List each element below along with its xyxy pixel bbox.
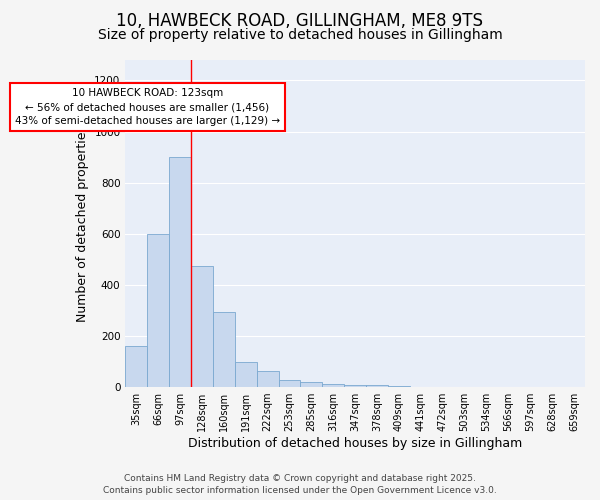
Text: 10 HAWBECK ROAD: 123sqm
← 56% of detached houses are smaller (1,456)
43% of semi: 10 HAWBECK ROAD: 123sqm ← 56% of detache… <box>15 88 280 126</box>
Text: Contains HM Land Registry data © Crown copyright and database right 2025.
Contai: Contains HM Land Registry data © Crown c… <box>103 474 497 495</box>
Y-axis label: Number of detached properties: Number of detached properties <box>76 125 89 322</box>
Text: Size of property relative to detached houses in Gillingham: Size of property relative to detached ho… <box>98 28 502 42</box>
Text: 10, HAWBECK ROAD, GILLINGHAM, ME8 9TS: 10, HAWBECK ROAD, GILLINGHAM, ME8 9TS <box>116 12 484 30</box>
Bar <box>148 234 169 387</box>
Bar <box>235 362 257 387</box>
Bar <box>322 384 344 387</box>
Bar <box>191 266 213 387</box>
Bar <box>388 386 410 387</box>
Bar <box>301 382 322 387</box>
Bar <box>213 312 235 387</box>
Bar <box>366 385 388 387</box>
Bar <box>125 346 148 387</box>
Bar <box>344 385 366 387</box>
Bar <box>257 371 278 387</box>
X-axis label: Distribution of detached houses by size in Gillingham: Distribution of detached houses by size … <box>188 437 523 450</box>
Bar <box>169 157 191 387</box>
Bar <box>278 380 301 387</box>
